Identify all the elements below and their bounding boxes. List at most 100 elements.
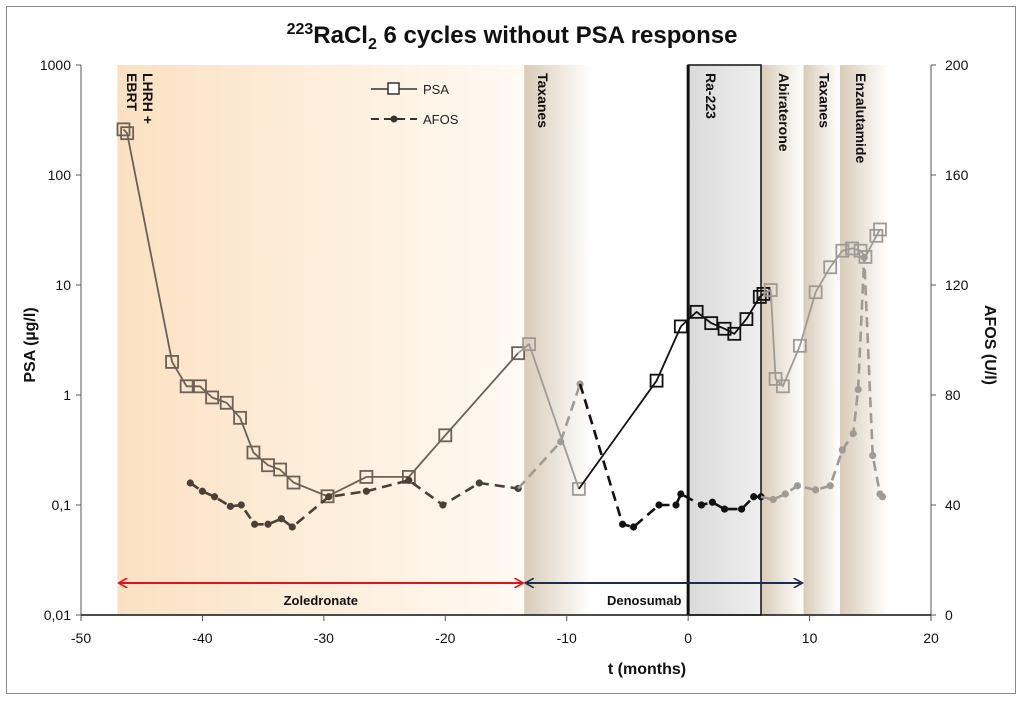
phase-label-enzalutamide: Enzalutamide: [853, 73, 869, 163]
psa-point: [120, 126, 135, 141]
afos-point: [655, 501, 663, 509]
afos-point: [277, 515, 285, 523]
afos-point: [838, 446, 846, 454]
afos-point: [362, 487, 370, 495]
psa-point: [673, 319, 688, 334]
y-right-tick-label: 120: [945, 277, 969, 293]
phase-band-lhrh: [117, 65, 525, 615]
psa-point: [649, 373, 664, 388]
y-axis-right-label: AFOS (U/l): [981, 305, 998, 385]
phase-label-ra-223: Ra-223: [703, 73, 719, 119]
x-tick-label: 20: [923, 630, 939, 646]
title-subscript: 2: [368, 36, 377, 53]
afos-point: [186, 479, 194, 487]
y-left-tick-label: 0,01: [44, 607, 71, 623]
chart-frame: 223RaCl2 6 cycles without PSA response -…: [6, 6, 1016, 694]
phase-band-ra-223: [688, 65, 761, 615]
afos-point: [405, 476, 413, 484]
psa-point: [359, 470, 374, 484]
psa-point: [320, 489, 335, 504]
afos-point: [557, 438, 565, 446]
treatment-label-denosumab: Denosumab: [607, 593, 681, 608]
y-axis-left-label: PSA (µg/l): [22, 307, 39, 382]
x-axis-label: t (months): [608, 661, 686, 678]
psa-point: [286, 475, 301, 490]
y-right-tick-label: 200: [945, 57, 969, 73]
afos-point: [826, 482, 834, 490]
psa-point: [873, 222, 887, 237]
phase-label-taxanes: Taxanes: [535, 73, 551, 128]
psa-point: [792, 338, 807, 353]
afos-point: [750, 493, 758, 501]
phase-bands: [117, 64, 889, 616]
y-left-tick-label: 100: [48, 167, 72, 183]
psa-point: [704, 316, 719, 331]
afos-point: [288, 523, 296, 531]
afos-point: [769, 495, 777, 504]
y-right-tick-label: 160: [945, 167, 969, 183]
afos-point: [793, 482, 802, 490]
title-base: RaCl: [313, 22, 368, 49]
afos-point: [781, 490, 789, 498]
y-right-tick-label: 40: [945, 497, 961, 513]
afos-point: [672, 501, 680, 509]
phase-band-enzalutamide: [839, 65, 889, 615]
title-superscript: 223: [287, 21, 314, 38]
phase-label-ebrt: EBRT: [124, 73, 140, 112]
psa-point: [689, 304, 704, 319]
data-series: [116, 122, 887, 531]
treatment-bars: Zoledronate Denosumab: [119, 583, 801, 608]
afos-point: [237, 501, 245, 509]
psa-point: [845, 241, 859, 256]
afos-point: [198, 487, 207, 495]
afos-point: [869, 451, 877, 460]
psa-point: [727, 326, 742, 341]
phase-label-taxanes: Taxanes: [817, 73, 833, 128]
legend-psa-marker: [387, 82, 400, 95]
afos-point: [697, 501, 706, 509]
afos-point: [854, 385, 862, 394]
psa-point: [233, 410, 247, 425]
x-tick-label: -20: [435, 630, 455, 646]
psa-point: [768, 372, 783, 386]
phase-labels: LHRH +EBRT Taxanes Ra-223 Abiraterone Taxane…: [124, 73, 869, 163]
psa-point: [116, 122, 131, 137]
psa-line-segment: [122, 128, 519, 498]
x-tick-label: -10: [557, 630, 577, 646]
phase-label-lhrh: LHRH +: [140, 73, 156, 124]
psa-point: [775, 379, 790, 394]
afos-point: [629, 523, 638, 531]
afos-line-segment: [517, 383, 582, 490]
legend: PSA AFOS: [371, 82, 459, 127]
psa-point: [179, 379, 194, 394]
afos-point: [251, 520, 259, 528]
x-tick-label: 10: [802, 630, 818, 646]
afos-line-segment: [189, 479, 519, 529]
afos-point: [812, 486, 820, 494]
axes: -50 -40 -30 -20 -10 0 10 20 0,01 0,1 1 10 100 1000 0 40…: [40, 57, 969, 646]
psa-point: [219, 395, 234, 410]
afos-point: [757, 493, 765, 501]
psa-point: [273, 462, 288, 477]
afos-point: [860, 253, 868, 262]
afos-point: [618, 520, 627, 528]
afos-point: [210, 493, 219, 501]
afos-point: [737, 505, 746, 513]
psa-point: [835, 243, 850, 258]
y-left-tick-label: 1000: [40, 57, 71, 73]
chart-title: 223RaCl2 6 cycles without PSA response: [287, 21, 738, 53]
phase-band-taxanes: [803, 65, 840, 615]
y-left-tick-label: 1: [63, 387, 71, 403]
title-rest: 6 cycles without PSA response: [377, 22, 738, 49]
psa-point: [739, 312, 754, 326]
psa-point: [717, 321, 732, 336]
psa-point: [205, 390, 220, 405]
phase-label-abiraterone: Abiraterone: [776, 73, 792, 152]
psa-point: [193, 379, 207, 394]
psa-point: [165, 354, 179, 369]
legend-psa-label: PSA: [423, 82, 449, 97]
psa-point: [438, 428, 453, 443]
psa-point: [522, 337, 536, 352]
afos-point: [226, 502, 234, 510]
x-tick-label: 0: [684, 630, 692, 646]
